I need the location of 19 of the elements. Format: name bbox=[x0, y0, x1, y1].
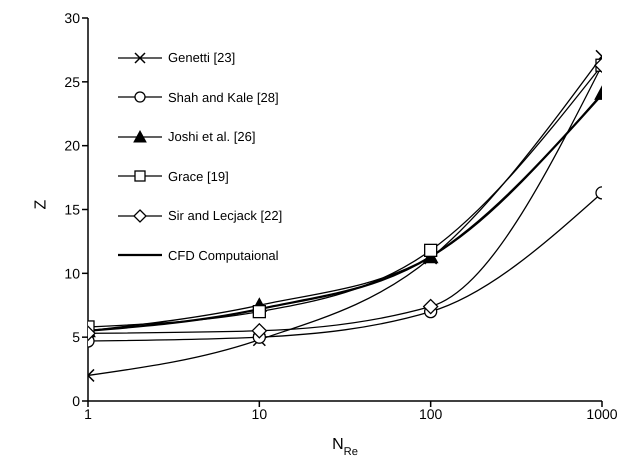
x-tick-label: 10 bbox=[252, 406, 268, 422]
y-tick-label: 25 bbox=[64, 74, 80, 90]
y-tick-label: 5 bbox=[72, 329, 80, 346]
x-tick-label: 1 bbox=[84, 406, 92, 422]
x-tick-label: 100 bbox=[418, 406, 443, 422]
legend-label: CFD Computaional bbox=[168, 248, 279, 263]
y-tick-label: 20 bbox=[64, 138, 80, 154]
legend-label: Sir and Lecjack [22] bbox=[168, 208, 282, 224]
x-tick-label: 1000 bbox=[586, 406, 618, 422]
legend-label: Joshi et al. [26] bbox=[168, 129, 256, 144]
y-axis-title: Z bbox=[32, 200, 50, 210]
y-tick-label: 10 bbox=[64, 265, 80, 282]
y-tick-label: 30 bbox=[64, 10, 80, 26]
x-axis-title: N$_{Re}$ bbox=[332, 436, 358, 458]
legend-label: Shah and Kale [28] bbox=[168, 90, 279, 105]
y-tick-label: 15 bbox=[64, 201, 80, 218]
legend-label: Grace [19] bbox=[168, 168, 229, 184]
legend-label: Genetti [23] bbox=[168, 50, 236, 66]
y-tick-label: 0 bbox=[72, 392, 80, 409]
